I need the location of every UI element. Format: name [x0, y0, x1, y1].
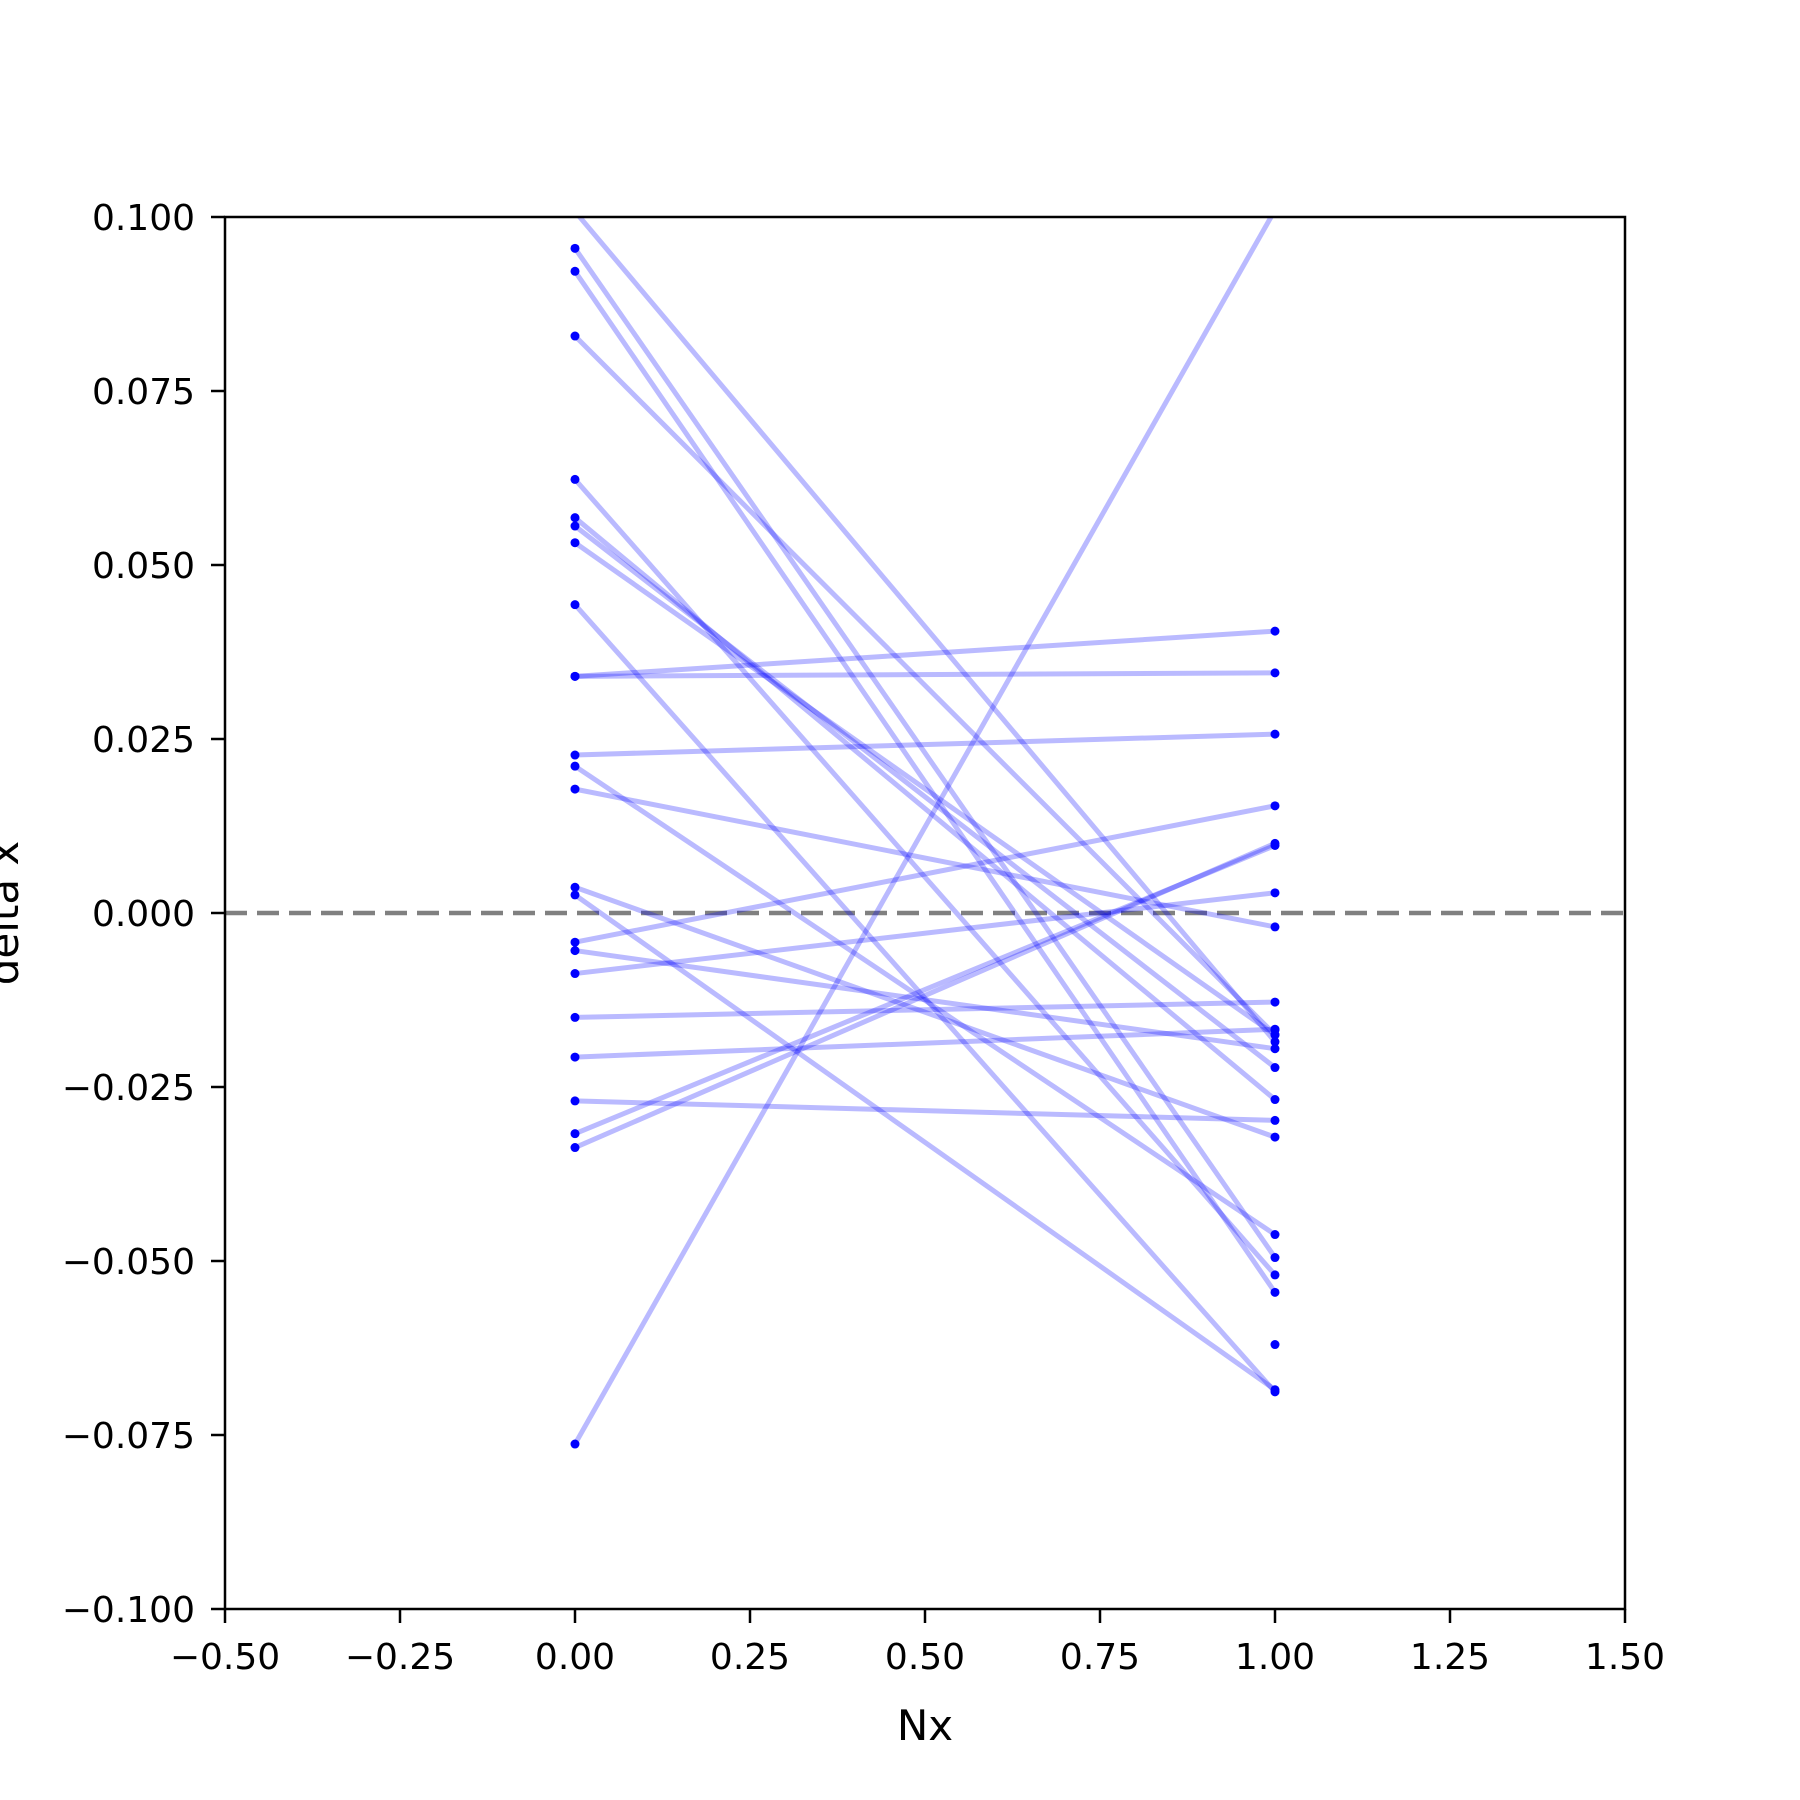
y-tick-label: 0.025 [92, 720, 195, 761]
point-nx-1 [1270, 801, 1280, 811]
x-tick-label: 0.25 [710, 1637, 790, 1678]
plot-area [225, 217, 1625, 1449]
point-nx-0 [570, 538, 580, 548]
point-nx-1 [1270, 1230, 1280, 1240]
point-nx-0 [570, 600, 580, 610]
pair-line [573, 764, 1277, 1237]
pair-line [574, 884, 1276, 1140]
point-nx-0 [570, 1143, 580, 1153]
pair-line [574, 890, 1276, 977]
point-nx-1 [1270, 888, 1280, 898]
x-tick-label: 0.50 [885, 1637, 965, 1678]
point-nx-1 [1270, 1037, 1280, 1047]
pair-line [574, 1098, 1276, 1123]
pair-line [574, 786, 1276, 930]
y-tick-label: 0.050 [92, 546, 195, 587]
pair-line [574, 999, 1276, 1020]
pair-line [574, 731, 1276, 758]
pair-line [574, 841, 1276, 1150]
axes-frame [223, 215, 1627, 1611]
y-tick-label: −0.025 [62, 1068, 195, 1109]
point-nx-0 [570, 946, 580, 956]
point-nx-0 [570, 331, 580, 341]
point-nx-1 [1270, 1270, 1280, 1280]
x-tick-label: 1.25 [1410, 1637, 1490, 1678]
pair-line [574, 670, 1276, 679]
point-nx-0 [570, 1096, 580, 1106]
point-nx-0 [570, 671, 580, 681]
pair-line [573, 540, 1277, 1037]
point-nx-1 [1270, 1025, 1280, 1035]
pair-line [574, 803, 1276, 945]
x-tick-label: −0.50 [170, 1637, 280, 1678]
pair-line [576, 217, 1277, 1044]
pair-line [574, 948, 1276, 1052]
pair-line [573, 515, 1277, 1102]
pair-line [572, 269, 1278, 1294]
point-nx-0 [570, 784, 580, 794]
point-nx-1 [1270, 626, 1280, 636]
x-tick-label: 0.00 [535, 1637, 615, 1678]
point-nx-1 [1270, 1115, 1280, 1125]
point-nx-0 [570, 1439, 580, 1449]
point-nx-1 [1270, 1095, 1280, 1105]
point-nx-1 [1270, 729, 1280, 739]
point-nx-1 [1270, 668, 1280, 678]
pair-line [572, 246, 1278, 1259]
point-nx-1 [1270, 1340, 1280, 1350]
x-tick-label: 0.75 [1060, 1637, 1140, 1678]
x-tick-label: −0.25 [345, 1637, 455, 1678]
x-axis-label: Nx [897, 1701, 953, 1750]
point-nx-0 [570, 750, 580, 760]
pair-line [574, 628, 1276, 679]
point-nx-1 [1270, 922, 1280, 932]
point-nx-1 [1270, 1063, 1280, 1073]
y-tick-label: 0.100 [92, 198, 195, 239]
point-nx-0 [570, 521, 580, 531]
point-nx-0 [570, 890, 580, 900]
point-nx-1 [1270, 1044, 1280, 1054]
point-nx-1 [1270, 1132, 1280, 1142]
x-tick-label: 1.50 [1585, 1637, 1665, 1678]
pair-line [573, 477, 1277, 1277]
point-nx-0 [570, 474, 580, 484]
pair-line [574, 1026, 1276, 1060]
pair-line [573, 524, 1277, 1070]
point-nx-1 [1270, 1253, 1280, 1263]
point-nx-0 [570, 1129, 580, 1139]
point-nx-1 [1270, 997, 1280, 1007]
point-nx-0 [570, 882, 580, 892]
pair-line [573, 334, 1277, 1037]
point-nx-0 [570, 1052, 580, 1062]
point-nx-0 [570, 1012, 580, 1022]
point-nx-0 [570, 513, 580, 523]
y-axis: −0.100 −0.075 −0.050 −0.025 0.000 0.025 0.050 0… [62, 198, 225, 1631]
pair-line [574, 843, 1276, 1136]
point-nx-0 [570, 761, 580, 771]
pair-line [573, 892, 1277, 1392]
y-tick-label: 0.000 [92, 894, 195, 935]
pair-line [573, 603, 1277, 1394]
point-nx-0 [570, 243, 580, 253]
y-tick-label: 0.075 [92, 372, 195, 413]
x-axis: −0.50 −0.25 0.00 0.25 0.50 0.75 1.00 1.25 1.50 [170, 1609, 1665, 1678]
x-tick-label: 1.00 [1235, 1637, 1315, 1678]
point-nx-0 [570, 937, 580, 947]
y-tick-label: −0.075 [62, 1416, 195, 1457]
point-nx-0 [570, 969, 580, 979]
y-axis-label: delta x [0, 841, 28, 986]
point-nx-1 [1270, 1287, 1280, 1297]
y-tick-label: −0.050 [62, 1242, 195, 1283]
pair-line [572, 217, 1274, 1446]
point-nx-1 [1270, 838, 1280, 848]
y-tick-label: −0.100 [62, 1590, 195, 1631]
point-nx-0 [570, 266, 580, 276]
point-nx-1 [1270, 1385, 1280, 1395]
